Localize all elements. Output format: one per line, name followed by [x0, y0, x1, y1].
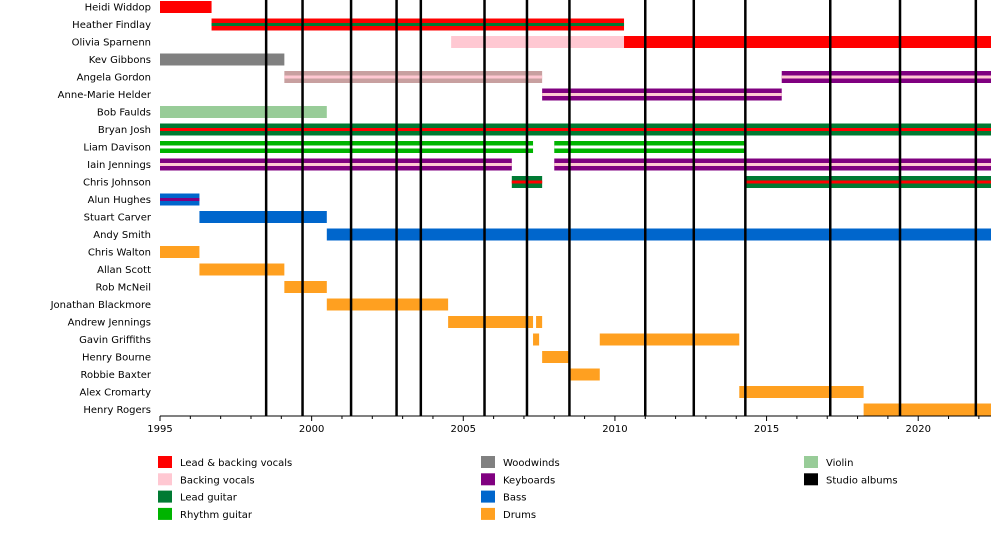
member-label: Liam Davison — [83, 143, 151, 154]
member-bar — [199, 263, 285, 276]
member-bar-stripe — [160, 145, 534, 149]
member-label: Anne-Marie Helder — [58, 90, 152, 101]
member-bar — [326, 228, 991, 241]
member-bar-stripe — [542, 93, 782, 96]
member-label: Henry Rogers — [83, 405, 151, 416]
x-tick-label: 2005 — [451, 424, 476, 435]
member-label: Stuart Carver — [84, 213, 152, 224]
member-label: Andrew Jennings — [68, 318, 151, 329]
legend-swatch — [481, 507, 495, 520]
member-label: Iain Jennings — [87, 160, 151, 171]
member-bar — [448, 316, 534, 328]
member-bar — [533, 333, 540, 346]
member-label: Heather Findlay — [72, 20, 151, 31]
legend-label: Lead & backing vocals — [180, 458, 292, 469]
x-tick-label: 2000 — [299, 424, 324, 435]
member-bar — [160, 1, 212, 13]
legend-label: Woodwinds — [503, 458, 560, 469]
legend-label: Bass — [503, 493, 526, 504]
legend-label: Violin — [826, 458, 853, 469]
member-label: Alun Hughes — [88, 195, 151, 206]
member-bar — [326, 298, 449, 311]
member-label: Alex Cromarty — [79, 388, 151, 399]
member-label: Chris Walton — [88, 248, 151, 259]
member-bar-stripe — [160, 163, 512, 166]
member-label: Chris Johnson — [83, 178, 151, 189]
legend-label: Backing vocals — [180, 475, 255, 486]
x-tick-label: 1995 — [147, 424, 172, 435]
legend-swatch — [158, 456, 172, 468]
legend-swatch — [481, 456, 495, 468]
legend-swatch — [158, 490, 172, 503]
member-bar — [599, 333, 740, 346]
member-bar — [739, 386, 864, 398]
legend-swatch — [804, 456, 818, 468]
member-label: Heidi Widdop — [85, 3, 151, 14]
member-bar-stripe — [554, 163, 991, 166]
member-bar — [199, 211, 327, 223]
member-bar — [542, 351, 570, 363]
legend-label: Lead guitar — [180, 493, 238, 504]
x-tick-label: 2020 — [905, 424, 930, 435]
member-bar-stripe — [160, 198, 200, 201]
member-label: Gavin Griffiths — [79, 335, 151, 346]
member-label: Olivia Sparnenn — [72, 38, 151, 49]
legend-swatch — [481, 490, 495, 503]
member-bar-stripe — [284, 75, 543, 79]
legend-label: Studio albums — [826, 475, 898, 486]
member-label: Andy Smith — [93, 230, 151, 241]
member-label: Jonathan Blackmore — [50, 300, 151, 311]
member-label: Robbie Baxter — [80, 370, 151, 381]
member-bar-stripe — [554, 145, 746, 149]
member-bar — [451, 36, 625, 48]
member-bar-stripe — [781, 75, 991, 79]
member-label: Henry Bourne — [82, 353, 151, 364]
member-label: Bryan Josh — [98, 125, 151, 136]
legend-swatch — [158, 473, 172, 486]
x-tick-label: 2010 — [602, 424, 627, 435]
member-bar — [624, 36, 991, 48]
member-bar-stripe — [160, 128, 991, 131]
legend-label: Drums — [503, 510, 536, 521]
member-bar — [536, 316, 543, 328]
member-bar — [160, 53, 285, 66]
member-bar-stripe — [745, 180, 991, 184]
legend-label: Rhythm guitar — [180, 510, 253, 521]
member-label: Bob Faulds — [97, 108, 151, 119]
member-label: Angela Gordon — [77, 73, 151, 84]
member-label: Allan Scott — [97, 265, 151, 276]
member-bar — [160, 246, 200, 258]
member-bar — [863, 403, 991, 416]
member-bar — [569, 368, 600, 381]
legend-swatch — [158, 507, 172, 520]
legend-swatch — [804, 473, 818, 486]
member-bar — [284, 281, 327, 293]
legend-label: Keyboards — [503, 475, 555, 486]
member-label: Rob McNeil — [96, 283, 151, 294]
legend-swatch — [481, 473, 495, 486]
member-label: Kev Gibbons — [89, 55, 151, 66]
x-tick-label: 2015 — [754, 424, 779, 435]
member-bar-stripe — [211, 23, 625, 26]
member-bar — [160, 106, 327, 118]
